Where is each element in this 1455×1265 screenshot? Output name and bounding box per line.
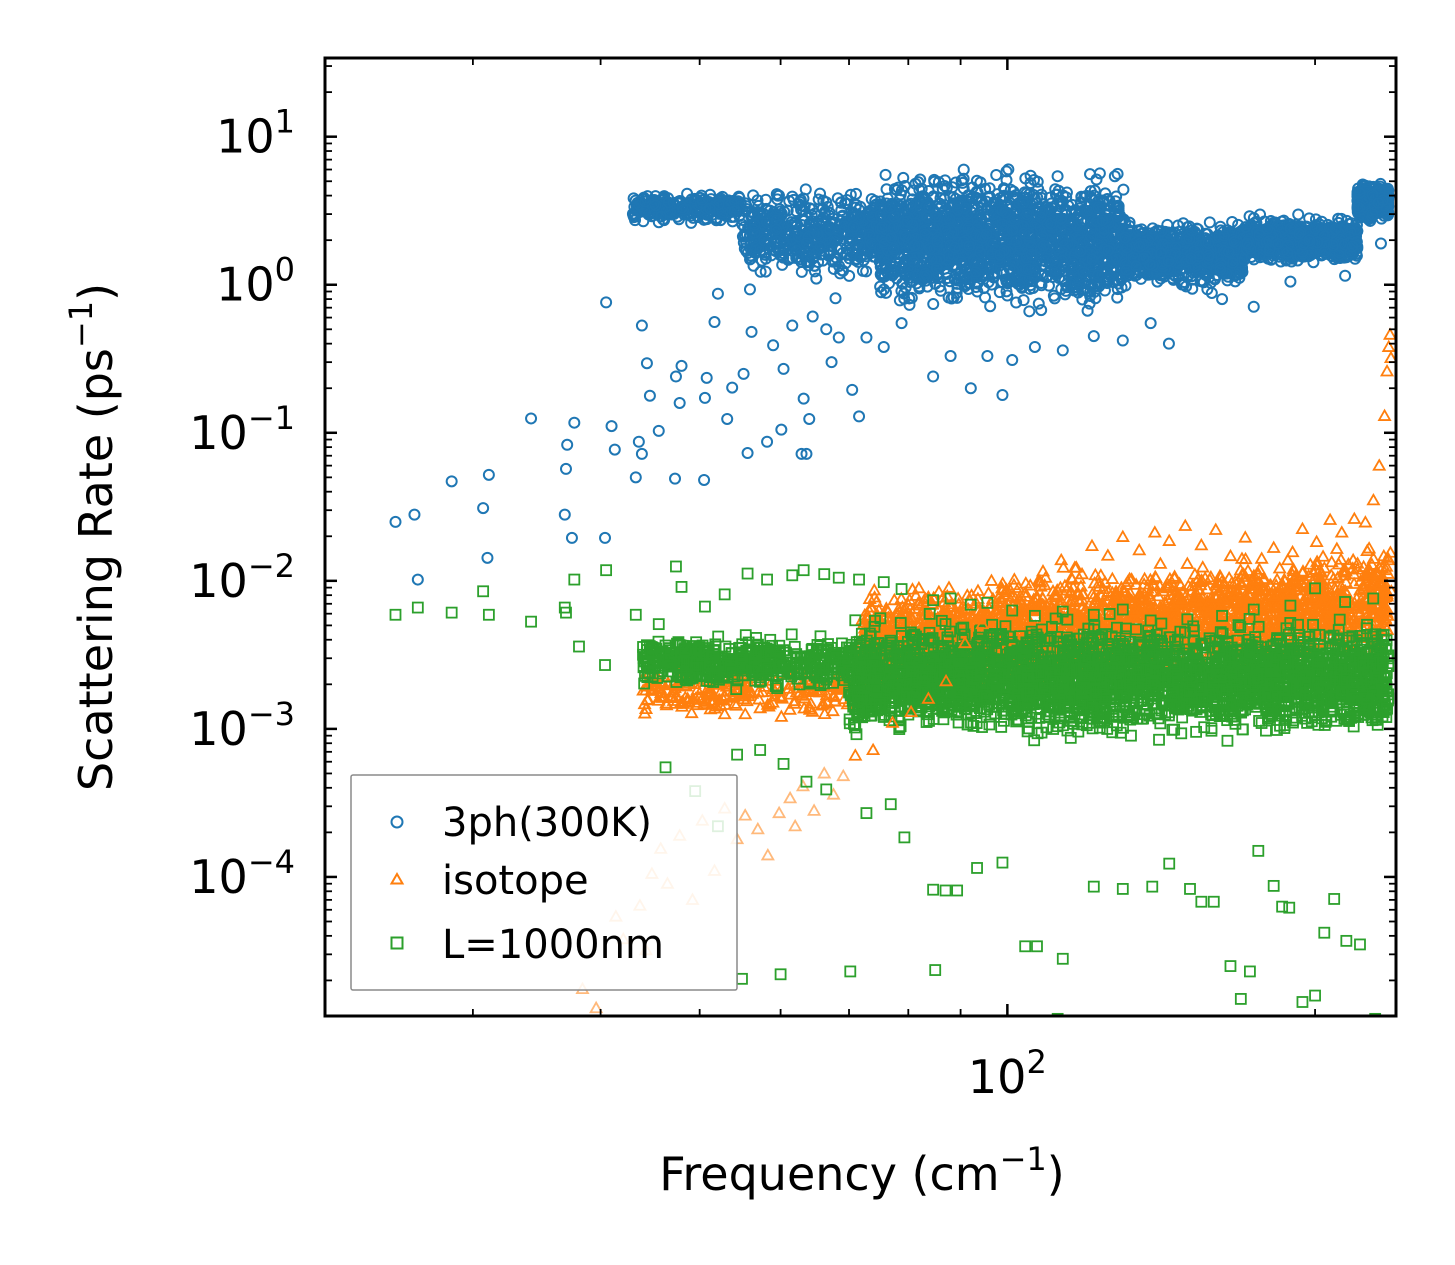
band-point-3ph [777, 220, 790, 233]
band-point-3ph [814, 187, 827, 200]
band-point-3ph [831, 192, 844, 205]
band-point-3ph [860, 265, 873, 278]
band-point-3ph [747, 189, 760, 202]
band-point-3ph [732, 190, 745, 203]
band-point-3ph [800, 237, 813, 250]
band-point-3ph [770, 209, 783, 222]
band-point-3ph [781, 204, 794, 217]
band-point-3ph [762, 242, 775, 255]
band-point-3ph [696, 193, 709, 206]
band-point-3ph [736, 218, 749, 231]
band-point-3ph [757, 207, 770, 220]
band-point-3ph [750, 241, 763, 254]
band-point-3ph [770, 223, 783, 236]
band-point-3ph [800, 249, 813, 262]
band-point-3ph [777, 235, 790, 248]
band-point-3ph [654, 210, 667, 223]
band-point-3ph [703, 202, 716, 215]
band-point-3ph [754, 265, 767, 278]
band-point-3ph [853, 240, 866, 253]
band-point-3ph [1081, 304, 1094, 317]
band-point-3ph [736, 230, 749, 243]
band-point-3ph [824, 223, 837, 236]
band-point-3ph [854, 234, 867, 247]
band-point-3ph [983, 182, 996, 195]
band-point-3ph [828, 235, 841, 248]
band-point-3ph [759, 248, 772, 261]
band-point-3ph [850, 187, 863, 200]
band-point-3ph [1000, 165, 1013, 178]
band-point-3ph [765, 249, 778, 262]
band-point-3ph [812, 218, 825, 231]
dense-band-layer [626, 163, 1396, 747]
band-point-3ph [627, 192, 640, 205]
band-point-3ph [821, 200, 834, 213]
band-point-3ph [805, 208, 818, 221]
band-point-3ph [808, 259, 821, 272]
band-point-3ph [795, 219, 808, 232]
band-point-3ph [662, 196, 675, 209]
band-point-3ph [748, 226, 761, 239]
band-point-3ph [737, 236, 750, 249]
band-point-3ph [835, 204, 848, 217]
band-point-3ph [844, 188, 857, 201]
band-point-3ph [831, 243, 844, 256]
band-point-3ph [812, 193, 825, 206]
band-point-3ph [824, 246, 837, 259]
band-point-3ph [639, 195, 652, 208]
band-point-3ph [629, 214, 642, 227]
band-point-3ph [810, 272, 823, 285]
band-point-3ph [773, 203, 786, 216]
band-point-3ph [846, 210, 859, 223]
band-point-3ph [806, 252, 819, 265]
band-point-3ph [748, 218, 761, 231]
band-point-3ph [857, 254, 870, 267]
band-point-3ph [799, 183, 812, 196]
band-point-3ph [739, 197, 752, 210]
band-point-3ph [792, 250, 805, 263]
band-point-3ph [739, 205, 752, 218]
band-point-3ph [789, 216, 802, 229]
band-point-3ph [990, 168, 1003, 181]
band-point-3ph [776, 258, 789, 271]
band-point-3ph [798, 200, 811, 213]
band-point-3ph [842, 244, 855, 257]
band-point-3ph [854, 226, 867, 239]
band-point-3ph [652, 216, 665, 229]
band-point-3ph [740, 245, 753, 258]
band-point-3ph [854, 251, 867, 264]
band-point-3ph [806, 214, 819, 227]
band-point-3ph [802, 230, 815, 243]
band-point-3ph [759, 265, 772, 278]
band-point-3ph [676, 201, 689, 214]
band-point-3ph [790, 244, 803, 257]
band-point-3ph [808, 265, 821, 278]
band-point-3ph [785, 233, 798, 246]
band-point-3ph [1002, 163, 1015, 176]
band-point-3ph [817, 248, 830, 261]
band-point-3ph [649, 199, 662, 212]
band-point-3ph [833, 260, 846, 273]
band-point-3ph [728, 205, 741, 218]
